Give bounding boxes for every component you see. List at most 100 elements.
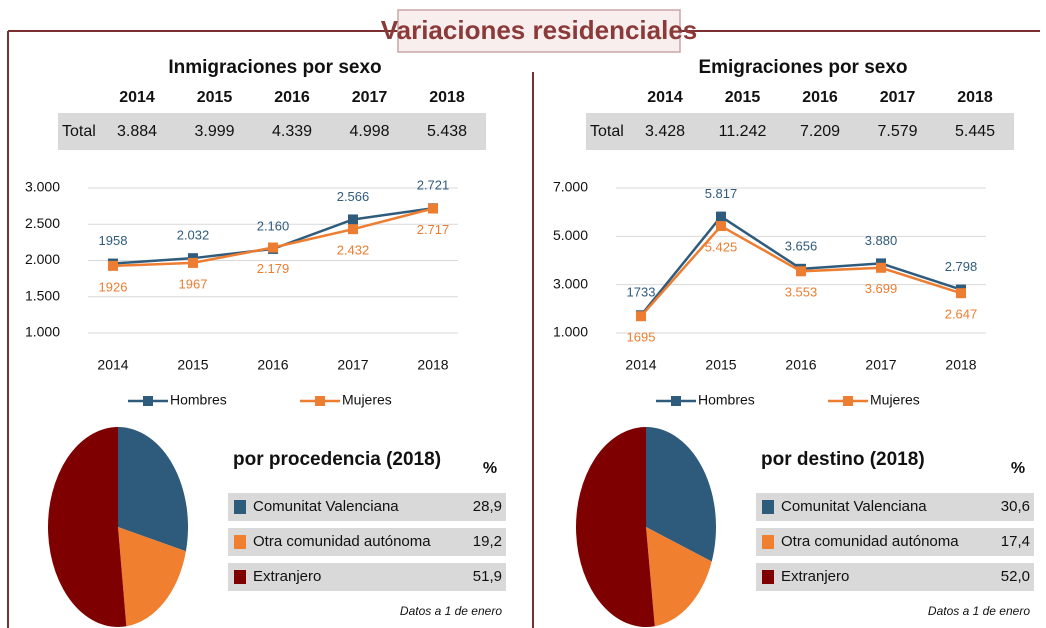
legend-label: Mujeres [870,392,920,408]
data-label: 2.721 [417,178,450,193]
y-tick-label: 2.500 [25,215,60,231]
table-cell: 5.438 [427,123,467,140]
y-tick-label: 1.000 [553,324,588,340]
legend-marker [671,396,681,406]
marker [188,257,198,268]
data-label: 1958 [99,233,128,248]
data-label: 3.553 [785,285,818,300]
chart-title: Inmigraciones por sexo [168,57,381,78]
x-tick-label: 2017 [337,357,368,373]
y-tick-label: 7.000 [553,179,588,195]
page-title: Variaciones residenciales [381,15,698,45]
legend-row-bg [756,528,1034,556]
marker [348,214,358,225]
legend-row-bg [756,493,1034,521]
column-header: 2014 [119,89,155,106]
y-tick-label: 1.000 [25,324,60,340]
column-header: 2016 [274,89,310,106]
legend-row-bg [228,528,506,556]
data-label: 1733 [627,285,656,300]
y-tick-label: 1.500 [25,287,60,303]
data-label: 5.817 [705,186,738,201]
data-label: 2.179 [257,261,290,276]
table-cell: 3.999 [194,123,234,140]
pie-slice [118,427,189,552]
column-header: 2014 [647,89,683,106]
data-label: 3.656 [785,238,818,253]
legend-label: Otra comunidad autónoma [781,533,959,550]
y-tick-label: 3.000 [553,275,588,291]
x-tick-label: 2017 [865,357,896,373]
column-header: 2015 [725,89,761,106]
row-label: Total [62,123,96,140]
column-header: 2017 [880,89,916,106]
legend-label: Comunitat Valenciana [253,498,399,515]
note: Datos a 1 de enero [400,604,502,618]
marker [636,311,646,322]
table-cell: 5.445 [955,123,995,140]
marker [716,221,726,232]
data-label: 2.717 [417,222,450,237]
value-label: 28,9 [473,498,502,515]
value-label: 52,0 [1001,568,1030,585]
value-label: 19,2 [473,533,502,550]
data-label: 5.425 [705,240,738,255]
line [112,207,434,268]
line [112,206,434,265]
marker [796,266,806,277]
value-label: 17,4 [1001,533,1030,550]
column-header: 2018 [957,89,993,106]
marker [956,288,966,299]
column-header: 2018 [429,89,465,106]
chart-title: Emigraciones por sexo [698,57,907,78]
value-label: 51,9 [473,568,502,585]
x-tick-label: 2015 [177,357,208,373]
x-tick-label: 2014 [625,357,656,373]
pie-slice [118,527,186,627]
legend-row-bg [756,563,1034,591]
data-label: 3.699 [865,281,898,296]
data-label: 2.798 [945,259,978,274]
legend-row-bg [228,563,506,591]
legend-label: Otra comunidad autónoma [253,533,431,550]
data-label: 2.566 [337,189,370,204]
data-label: 1967 [179,276,208,291]
column-header: 2016 [802,89,838,106]
legend-marker [315,396,325,406]
data-label: 3.880 [865,233,898,248]
column-header: 2017 [352,89,388,106]
table-cell: 3.884 [117,123,157,140]
legend-row-bg [228,493,506,521]
note: Datos a 1 de enero [928,604,1030,618]
x-tick-label: 2014 [97,357,128,373]
marker [268,242,278,253]
legend-marker [143,396,153,406]
title-box [397,9,681,53]
table-cell: 7.209 [800,123,840,140]
marker [108,260,118,271]
table-cell: 4.339 [272,123,312,140]
marker [428,203,438,214]
legend-label: Extranjero [253,568,321,585]
table-cell: 3.428 [645,123,685,140]
pie-slice [48,427,127,627]
legend-label: Comunitat Valenciana [781,498,927,515]
x-tick-label: 2015 [705,357,736,373]
unit-label: % [1011,460,1025,477]
legend-swatch [234,570,246,584]
pie-slice [646,427,716,562]
table-cell: 11.242 [719,123,767,140]
legend-label: Extranjero [781,568,849,585]
table-row-bg [58,113,486,150]
value-label: 30,6 [1001,498,1030,515]
legend-swatch [762,535,774,549]
legend-label: Hombres [170,392,227,408]
x-tick-label: 2016 [257,357,288,373]
legend-marker [843,396,853,406]
x-tick-label: 2018 [945,357,976,373]
column-header: 2015 [197,89,233,106]
data-label: 1926 [99,279,128,294]
unit-label: % [483,460,497,477]
pie-title: por procedencia (2018) [233,449,441,470]
